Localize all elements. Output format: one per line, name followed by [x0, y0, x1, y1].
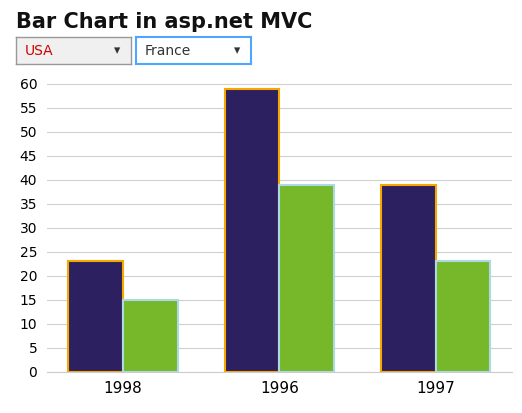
Bar [123, 300, 177, 372]
Text: ▾: ▾ [234, 44, 240, 57]
Text: Bar Chart in asp.net MVC: Bar Chart in asp.net MVC [16, 12, 312, 32]
Bar [381, 185, 436, 372]
Bar [279, 185, 334, 372]
Bar [436, 261, 491, 372]
Text: France: France [145, 44, 191, 57]
Bar [123, 300, 177, 372]
Bar [279, 185, 334, 372]
Bar [224, 89, 279, 372]
Bar [436, 261, 491, 372]
Bar [68, 261, 123, 372]
Text: ▾: ▾ [114, 44, 120, 57]
Text: USA: USA [25, 44, 53, 57]
